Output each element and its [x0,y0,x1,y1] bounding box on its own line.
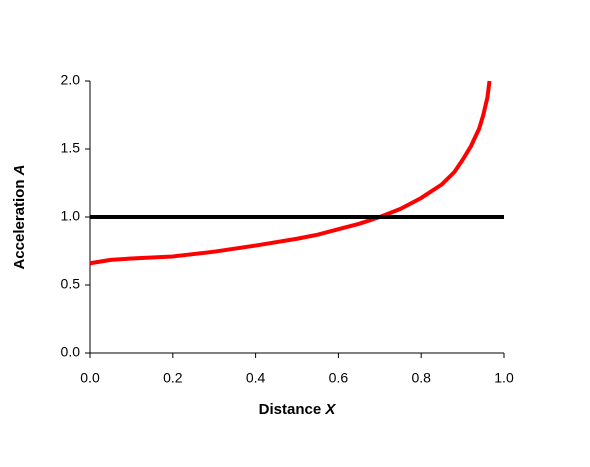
y-axis-label-symbol: A [11,164,28,176]
x-tick-label: 0.6 [329,370,349,386]
y-tick-label: 1.0 [61,208,81,224]
y-tick-label: 1.5 [61,140,81,156]
y-tick-label: 0.0 [61,344,81,360]
x-axis-label-symbol: X [324,401,336,418]
x-tick-label: 0.2 [163,370,183,386]
y-tick-label: 2.0 [61,72,81,88]
y-axis-label-text: Acceleration [11,179,28,269]
x-tick-label: 0.0 [80,370,100,386]
x-tick-label: 0.8 [411,370,431,386]
x-axis-label-text: Distance [259,401,322,418]
data-line [89,80,492,266]
y-axis-label: Acceleration A [11,164,28,269]
y-tick-label: 0.5 [61,276,81,292]
x-tick-label: 1.0 [494,370,514,386]
x-tick-label: 0.4 [246,370,266,386]
x-axis-label: Distance X [259,401,337,418]
